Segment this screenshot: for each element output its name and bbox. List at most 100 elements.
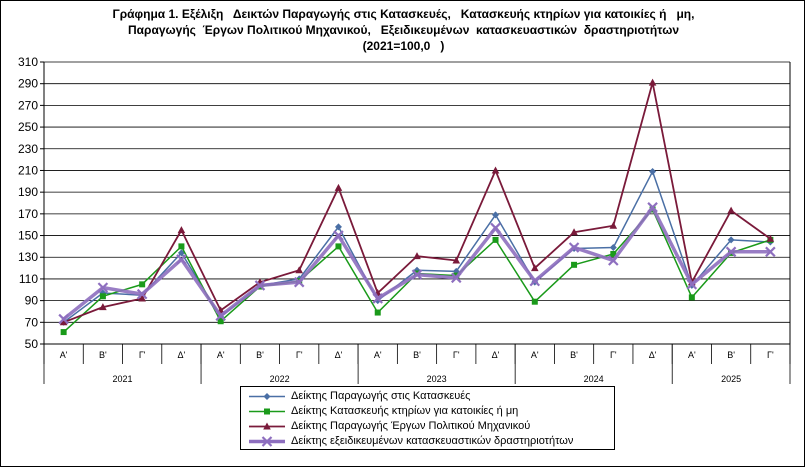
series-1-point-13 (571, 261, 578, 268)
series-2-point-12 (530, 264, 539, 272)
axes (43, 62, 791, 345)
y-tick-label-150: 150 (18, 229, 38, 243)
chart-title-line-1: Γράφημα 1. Εξέλιξη Δεικτών Παραγωγής στι… (112, 7, 695, 21)
series-1-point-16 (688, 294, 695, 301)
x-tick-label-18: Γ' (767, 350, 774, 360)
series-2-point-2 (138, 294, 146, 302)
series-2-point-6 (295, 266, 304, 274)
legend-marker-0 (263, 393, 271, 400)
legend-symbol-specialised (249, 436, 285, 447)
legend: Δείκτης Παραγωγής στις Κατασκευές Δείκτη… (240, 386, 615, 450)
y-tick-label-230: 230 (18, 142, 38, 156)
x-tick-label-14: Γ' (610, 350, 617, 360)
y-axis-ticks: 50 70 90 110 130 150 170 190 210 230 250 270 290 310 (18, 55, 44, 351)
x-tick-label-16: Α' (688, 350, 696, 360)
year-label-2022: 2022 (270, 374, 290, 384)
legend-marker-1 (264, 408, 270, 415)
x-tick-label-11: Δ' (492, 350, 500, 360)
legend-label-civil-engineering: Δείκτης Παραγωγής Έργων Πολιτικού Μηχανι… (291, 420, 531, 432)
series-3 (58, 202, 776, 325)
series-3-point-12 (529, 275, 541, 287)
series-2-point-11 (491, 166, 500, 174)
series-1-point-4 (217, 318, 224, 325)
series-1-point-3 (178, 243, 185, 250)
legend-marker-3 (261, 436, 273, 447)
series-0-point-17 (727, 236, 735, 244)
series-1-point-14 (610, 250, 617, 257)
series-2-point-3 (177, 226, 186, 234)
y-tick-label-190: 190 (18, 185, 38, 199)
series-3-point-14 (608, 255, 619, 266)
series-3-point-1 (97, 282, 109, 293)
series-1-point-2 (139, 281, 146, 288)
x-tick-label-0: Α' (60, 350, 68, 360)
legend-label-construction: Δείκτης Παραγωγής στις Κατασκευές (291, 390, 471, 402)
legend-item-civil-engineering: Δείκτης Παραγωγής Έργων Πολιτικού Μηχανι… (247, 419, 612, 434)
series-1-point-7 (335, 243, 342, 250)
series-3-point-10 (450, 272, 462, 284)
series-0-point-15 (649, 168, 657, 176)
series-2-point-17 (727, 206, 735, 214)
series-2-point-14 (609, 221, 618, 229)
legend-item-buildings: Δείκτης Κατασκευής κτηρίων για κατοικίες… (247, 404, 612, 419)
series-3-point-0 (58, 313, 69, 325)
x-tick-label-15: Δ' (649, 350, 657, 360)
x-tick-label-4: Α' (217, 350, 225, 360)
series-2-point-9 (413, 252, 421, 260)
x-tick-label-7: Δ' (335, 350, 343, 360)
series-1-point-1 (99, 293, 106, 300)
series-2-point-10 (452, 256, 461, 264)
legend-symbol-construction (249, 393, 285, 400)
x-axis-ticks: Α' Β' Γ' Δ' Α' Β' Γ' Δ' Α' Β' Γ' Δ' Α' Β' Γ' Δ' Α' Β' Γ' 20… (43, 344, 791, 384)
legend-marker-2 (263, 422, 271, 430)
series-2-point-13 (570, 228, 578, 236)
series-1-point-8 (374, 309, 381, 316)
series-3-point-5 (254, 280, 266, 291)
x-tick-label-10: Γ' (453, 350, 460, 360)
series-line-3 (62, 205, 771, 321)
y-tick-label-170: 170 (18, 207, 38, 221)
year-label-2023: 2023 (427, 374, 447, 384)
year-label-2021: 2021 (113, 374, 133, 384)
y-tick-label-130: 130 (18, 250, 38, 264)
y-tick-label-50: 50 (25, 337, 39, 351)
series-3-point-2 (136, 288, 148, 300)
series-3-point-8 (372, 293, 384, 304)
legend-symbol-civil-engineering (249, 422, 285, 430)
x-tick-label-1: Β' (99, 350, 107, 360)
x-tick-label-8: Α' (374, 350, 382, 360)
series-2-point-7 (334, 183, 343, 191)
series-0-point-14 (609, 243, 617, 251)
series-1-point-12 (531, 298, 538, 305)
series-2-point-1 (99, 303, 107, 311)
series-3-point-4 (215, 310, 226, 322)
x-tick-label-17: Β' (727, 350, 735, 360)
y-tick-label-90: 90 (25, 294, 39, 308)
legend-item-specialised: Δείκτης εξειδικευμένων κατασκευαστικών δ… (247, 434, 612, 449)
x-tick-label-2: Γ' (139, 350, 146, 360)
series-2-point-15 (648, 78, 657, 86)
chart-title-line-2: Παραγωγής Έργων Πολιτικού Μηχανικού, Εξε… (127, 23, 679, 37)
series-3-point-15 (647, 202, 658, 213)
gridlines (44, 61, 790, 345)
legend-symbol-buildings (249, 408, 285, 415)
x-tick-label-12: Α' (531, 350, 539, 360)
y-tick-label-310: 310 (18, 55, 38, 69)
series-1-point-0 (60, 329, 67, 336)
x-tick-label-9: Β' (413, 350, 421, 360)
y-tick-label-290: 290 (18, 77, 38, 91)
series-3-point-3 (176, 254, 187, 265)
year-label-2024: 2024 (584, 374, 604, 384)
series-3-point-16 (686, 279, 698, 290)
x-tick-label-5: Β' (256, 350, 264, 360)
series-2 (59, 78, 775, 326)
series-3-point-7 (333, 230, 344, 241)
legend-label-buildings: Δείκτης Κατασκευής κτηρίων για κατοικίες… (291, 405, 519, 417)
y-tick-label-110: 110 (19, 272, 38, 286)
series-3-point-18 (765, 246, 776, 258)
y-tick-label-250: 250 (18, 120, 38, 134)
y-tick-label-70: 70 (25, 315, 39, 329)
x-tick-label-3: Δ' (178, 350, 186, 360)
